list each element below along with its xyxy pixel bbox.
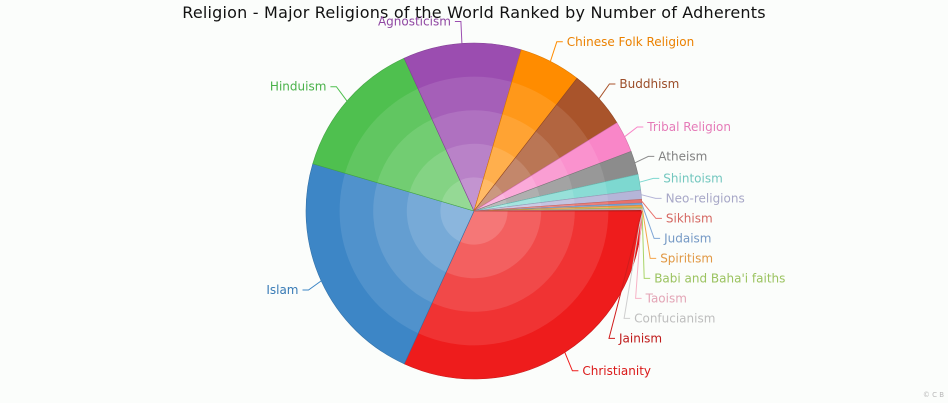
label-connector-confucianism (623, 209, 643, 319)
pie-slice-band (441, 180, 474, 211)
label-connector-chinese-folk-religion (549, 41, 563, 62)
pie-slice-band (474, 184, 503, 211)
slice-label-christianity: Christianity (582, 364, 651, 378)
label-connector-spiritism (641, 206, 657, 259)
slice-label-taoism: Taoism (645, 291, 687, 305)
chart-title: Religion - Major Religions of the World … (182, 3, 766, 22)
pie-slice-sikhism[interactable] (473, 199, 643, 212)
pie-slice-islam[interactable] (305, 163, 475, 365)
label-connector-christianity (564, 352, 579, 372)
label-connector-atheism (634, 155, 655, 164)
pie-slice-shintoism[interactable] (473, 174, 642, 212)
slice-label-babi-and-baha-i-faiths: Babi and Baha'i faiths (654, 271, 785, 285)
label-connector-agnosticism (454, 21, 463, 44)
pie-slice-band (446, 143, 493, 211)
pie-slice-band (440, 201, 474, 242)
pie-slice-band (460, 177, 484, 211)
pie-slice-band (460, 211, 508, 245)
pie-slice-agnosticism[interactable] (403, 42, 522, 212)
pie-slice-buddhism[interactable] (473, 77, 618, 212)
slice-label-chinese-folk-religion: Chinese Folk Religion (567, 35, 694, 49)
label-connector-shintoism (639, 177, 660, 183)
slice-label-judaism: Judaism (663, 231, 711, 245)
slice-label-atheism: Atheism (658, 149, 707, 163)
slice-label-agnosticism: Agnosticism (378, 15, 451, 29)
label-connector-hinduism (330, 86, 348, 102)
pie-slice-atheism[interactable] (473, 151, 639, 212)
slice-label-spiritism: Spiritism (660, 251, 713, 265)
label-connector-buddhism (598, 83, 616, 99)
label-connector-taoism (635, 209, 643, 299)
label-connector-judaism (641, 203, 661, 239)
label-connector-jainism (608, 210, 643, 339)
slice-label-buddhism: Buddhism (619, 77, 679, 91)
label-connector-sikhism (641, 200, 662, 219)
slice-label-shintoism: Shintoism (663, 171, 722, 185)
pie-slice-judaism[interactable] (473, 202, 643, 212)
slice-label-sikhism: Sikhism (666, 211, 713, 225)
pie-slice-band (474, 193, 506, 211)
slice-label-confucianism: Confucianism (634, 311, 715, 325)
copyright-text: © C B (922, 391, 944, 399)
pie-slice-tribal-religion[interactable] (473, 122, 632, 212)
slice-label-islam: Islam (266, 283, 298, 297)
slice-label-hinduism: Hinduism (270, 80, 326, 94)
label-connector-babi-and-baha-i-faiths (641, 208, 651, 279)
pie-slice-christianity[interactable] (403, 210, 643, 380)
pie-slice-hinduism[interactable] (312, 57, 475, 212)
label-connector-islam (302, 280, 322, 291)
pie-slice-outline (403, 42, 522, 212)
slice-label-neo-religions: Neo-religions (666, 191, 745, 205)
pie-slice-band (474, 178, 495, 211)
label-connector-tribal-religion (624, 126, 644, 138)
label-connector-neo-religions (641, 194, 662, 199)
slice-label-tribal-religion: Tribal Religion (646, 120, 731, 134)
slice-label-jainism: Jainism (618, 331, 662, 345)
pie-slice-outline (305, 163, 475, 365)
